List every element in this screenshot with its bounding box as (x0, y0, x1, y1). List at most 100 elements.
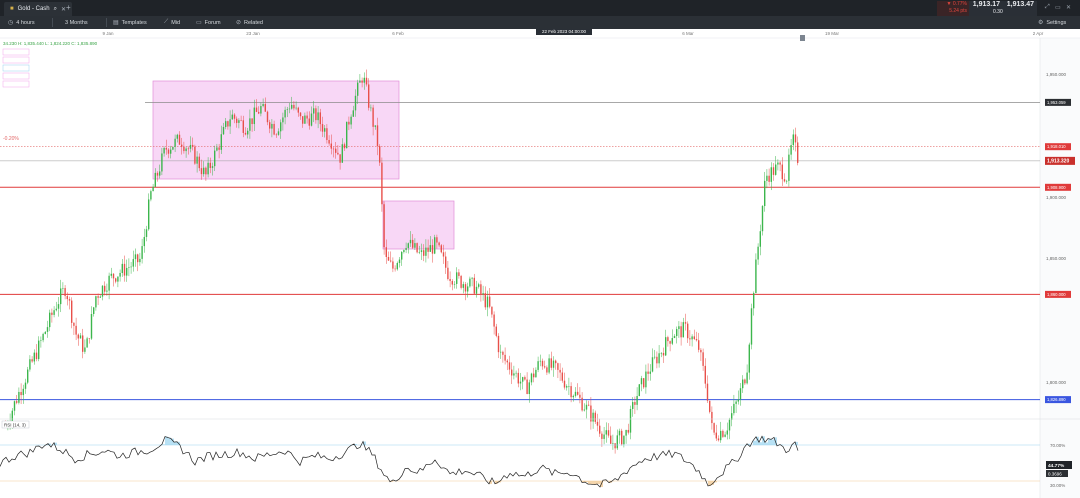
candle-body (418, 251, 420, 253)
candle-body (491, 306, 493, 315)
forum-button[interactable]: ▭ Forum (196, 18, 221, 27)
price-axis-labels: 1,950.000 1,900.000 1,850.000 1,800.000 (1046, 72, 1067, 385)
settings-button[interactable]: ⚙ Settings (1038, 18, 1066, 27)
window-titlebar: ■ Gold - Cash ⌕ ✕ + ▼ 0.77% 5.24 pts 1,9… (0, 0, 1080, 16)
candle-body (55, 308, 57, 311)
candle-body (739, 388, 742, 400)
candle-body (194, 146, 196, 164)
candle-body (53, 310, 55, 315)
demand-zone-box[interactable] (382, 200, 455, 250)
change-points: 5.24 pts (949, 8, 967, 14)
search-icon[interactable]: ⌕ (53, 5, 58, 12)
rsi-overbought-fill (795, 441, 798, 445)
candle-body (409, 239, 412, 244)
candle-body (495, 326, 497, 336)
spread-value: 0.30 (993, 9, 1003, 15)
candle-body (352, 110, 354, 117)
link-icon[interactable]: ⤢ (1045, 4, 1050, 10)
close-icon[interactable]: ✕ (61, 6, 67, 13)
supply-zone-box[interactable] (152, 80, 400, 180)
candle-body (535, 369, 537, 378)
pct-label: -0.20% (3, 136, 19, 142)
candle-body (365, 77, 368, 85)
candle-body (434, 237, 436, 254)
price-label-1900: 1,900.000 (1046, 195, 1067, 200)
range-selector[interactable]: 3 Months (65, 18, 88, 27)
rsi-legend[interactable] (1, 420, 30, 429)
candle-body (669, 341, 671, 344)
candle-body (467, 286, 469, 292)
candle-body (172, 146, 174, 150)
candle-body (370, 107, 372, 109)
crosshair-date-box (536, 29, 592, 35)
crosshair-marker-icon[interactable] (800, 35, 805, 41)
candle-body (167, 149, 170, 154)
add-tab-button[interactable]: + (66, 3, 71, 12)
candle-body (726, 430, 728, 435)
candle-body (51, 312, 53, 315)
candle-body (112, 273, 115, 279)
ask-button[interactable]: 1,913.47 0.30 (993, 1, 1037, 16)
candle-body (13, 401, 16, 411)
range-label: 3 Months (65, 19, 88, 26)
candle-body (207, 162, 209, 175)
rsi-oversold-fill (582, 481, 585, 483)
candle-body (665, 337, 667, 356)
candle-body (759, 231, 761, 247)
tab-gold-cash[interactable]: ■ Gold - Cash ⌕ ✕ (4, 2, 73, 16)
candle-body (713, 423, 715, 433)
candle-body (38, 340, 40, 360)
interval-selector[interactable]: ◷ 4 hours (8, 18, 35, 27)
rsi-overbought-fill (174, 442, 177, 445)
candle-body (407, 243, 409, 248)
candle-body (398, 259, 401, 264)
candle-body (251, 118, 253, 125)
rsi-overbought-fill (747, 443, 750, 445)
candle-body (203, 167, 205, 175)
candle-body (187, 148, 189, 150)
candle-body (128, 267, 130, 268)
candle-body (544, 366, 546, 368)
rsi-overbought-fill (54, 442, 57, 445)
candle-body (82, 335, 84, 352)
templates-button[interactable]: ▤ Templates (113, 18, 147, 27)
dotted-level-tag: 1,918.010 (1047, 144, 1066, 149)
candle-body (559, 369, 561, 373)
candle-body (286, 109, 288, 110)
candle-body (702, 352, 704, 366)
candle-body (533, 373, 535, 378)
candle-body (464, 284, 467, 292)
candle-body (108, 275, 110, 291)
restore-icon[interactable]: ▭ (1055, 5, 1061, 11)
level-tags: 1,953.059 1,918.010 1,913.320 1,908.900 … (1045, 98, 1075, 404)
candle-body (709, 400, 711, 412)
candle-body (462, 284, 464, 288)
bid-button[interactable]: 1,913.17 (969, 1, 1003, 16)
price-type-button[interactable]: ⟋ Mid (164, 18, 180, 27)
candle-body (288, 108, 291, 110)
candle-body (93, 307, 95, 314)
candle-body (788, 154, 790, 181)
gold-icon: ■ (10, 6, 14, 12)
candle-body (746, 372, 748, 384)
candle-body (211, 166, 214, 168)
candle-body (18, 391, 20, 403)
rsi-signal-tag: 0.3696 (1048, 472, 1062, 477)
candle-body (84, 347, 86, 352)
related-button[interactable]: ⊘ Related (236, 18, 263, 27)
candle-body (220, 134, 222, 150)
rsi-overbought-fill (756, 436, 759, 445)
candle-body (460, 275, 462, 288)
candle-body (640, 378, 643, 385)
candle-body (231, 114, 233, 120)
indicator-legend[interactable] (2, 48, 30, 88)
rsi-oversold-fill (711, 481, 714, 485)
candle-body (304, 115, 306, 124)
candle-body (493, 314, 495, 327)
date-label: 6 Feb (392, 31, 404, 36)
candle-body (159, 171, 161, 176)
close-window-icon[interactable]: ✕ (1066, 5, 1072, 11)
candle-body (405, 247, 407, 251)
price-chart[interactable]: 9 Jan 23 Jan 6 Feb 6 Mar 19 Mar 2 Apr 22 Feb … (0, 29, 1080, 498)
rsi-oversold-fill (594, 481, 597, 485)
